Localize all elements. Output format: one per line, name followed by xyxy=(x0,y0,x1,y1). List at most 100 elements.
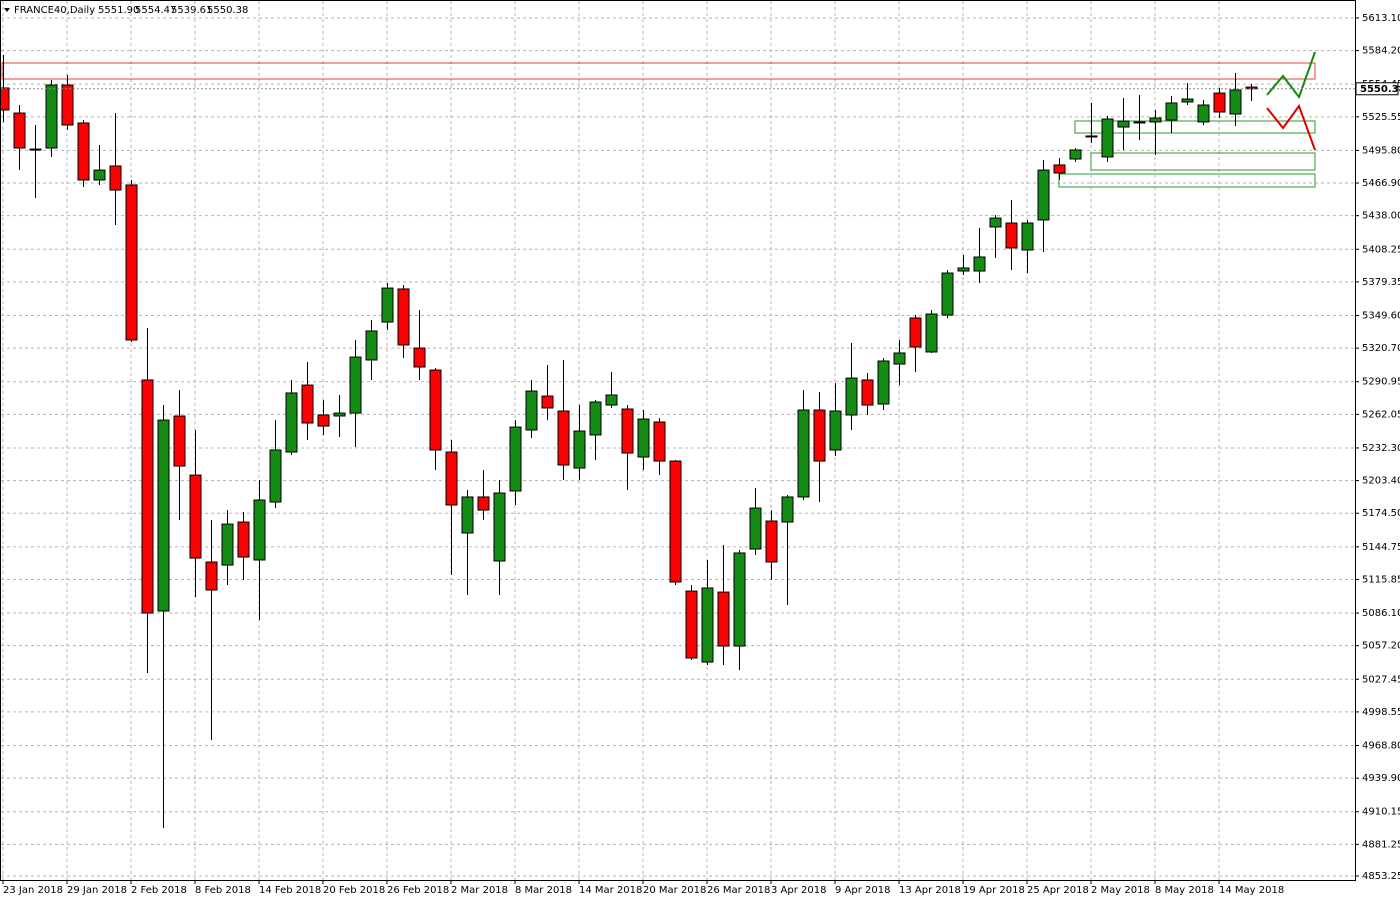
x-tick-label: 26 Mar 2018 xyxy=(707,885,770,896)
y-tick-label: 5613.10 xyxy=(1362,13,1400,24)
candle-body xyxy=(989,217,1002,228)
candle-body xyxy=(1117,120,1130,128)
x-tick-label: 9 Apr 2018 xyxy=(835,885,890,896)
candle-body xyxy=(349,356,362,414)
candle-body xyxy=(509,426,522,492)
candle-body xyxy=(685,590,698,659)
candle-body xyxy=(765,520,778,563)
support-zone xyxy=(1074,120,1316,134)
candle-body xyxy=(477,496,490,511)
plot-area xyxy=(1,51,1355,829)
x-tick-label: 8 May 2018 xyxy=(1155,885,1214,896)
candle-body xyxy=(205,561,218,591)
plot-border xyxy=(0,0,1356,881)
candle-body xyxy=(621,408,634,454)
candle-body xyxy=(829,410,842,451)
y-tick-label: 5232.30 xyxy=(1362,443,1400,454)
y-tick-label: 4998.55 xyxy=(1362,707,1400,718)
candle-body xyxy=(237,521,250,558)
x-tick-label: 8 Feb 2018 xyxy=(195,885,251,896)
candle-body xyxy=(221,523,234,566)
candle-body xyxy=(877,360,890,405)
candle-body xyxy=(45,84,58,149)
y-tick-label: 5086.10 xyxy=(1362,608,1400,619)
candle-body xyxy=(29,148,42,151)
candle-body xyxy=(1,87,10,111)
candle-body xyxy=(189,474,202,559)
x-tick-label: 2 May 2018 xyxy=(1091,885,1150,896)
x-tick-label: 26 Feb 2018 xyxy=(387,885,449,896)
x-tick-label: 14 May 2018 xyxy=(1219,885,1284,896)
candle-body xyxy=(1245,86,1258,90)
header-high: 5554.47 xyxy=(135,5,176,16)
bearish-projection xyxy=(1266,103,1316,151)
candle-body xyxy=(1085,135,1098,138)
candle-body xyxy=(797,409,810,498)
y-tick-label: 5203.40 xyxy=(1362,476,1400,487)
candle-body xyxy=(1005,222,1018,249)
x-tick-label: 8 Mar 2018 xyxy=(515,885,572,896)
symbol-title: FRANCE40,Daily xyxy=(14,5,95,16)
candle-body xyxy=(1069,149,1082,160)
y-tick-label: 5115.85 xyxy=(1362,574,1400,585)
candle-body xyxy=(909,317,922,348)
y-tick-label: 5408.25 xyxy=(1362,244,1400,255)
y-tick-label: 5438.00 xyxy=(1362,211,1400,222)
y-tick-label: 5466.90 xyxy=(1362,178,1400,189)
candle-body xyxy=(749,507,762,550)
y-tick-label: 4939.90 xyxy=(1362,773,1400,784)
candle-body xyxy=(61,84,74,126)
candle-body xyxy=(93,169,106,181)
y-tick-label: 4910.15 xyxy=(1362,807,1400,818)
candle-body xyxy=(461,496,474,534)
y-tick-label: 5057.20 xyxy=(1362,641,1400,652)
x-tick-label: 14 Feb 2018 xyxy=(259,885,321,896)
candle-body xyxy=(973,256,986,272)
x-tick-label: 13 Apr 2018 xyxy=(899,885,961,896)
support-zone xyxy=(1090,152,1316,171)
candle-body xyxy=(845,377,858,416)
candle-body xyxy=(397,288,410,346)
candle-body xyxy=(1229,89,1242,115)
candle-body xyxy=(365,330,378,361)
candle-body xyxy=(77,122,90,181)
y-tick-label: 5379.35 xyxy=(1362,277,1400,288)
price-tag-label: 5550.38 xyxy=(1360,84,1400,95)
candle-body xyxy=(813,409,826,462)
candle-body xyxy=(125,184,138,341)
header: FRANCE40,Daily 5551.90 5554.47 5539.61 5… xyxy=(4,5,248,16)
y-tick-label: 5495.80 xyxy=(1362,145,1400,156)
candle-body xyxy=(1133,121,1146,124)
candle-body xyxy=(1197,104,1210,123)
y-tick-label: 5584.20 xyxy=(1362,46,1400,57)
candle-body xyxy=(669,460,682,583)
price-tag xyxy=(1355,82,1399,96)
candle-body xyxy=(301,384,314,424)
candle-body xyxy=(589,401,602,436)
bullish-projection xyxy=(1266,51,1316,100)
candle-body xyxy=(173,415,186,467)
candle-body xyxy=(1181,98,1194,103)
candle-body xyxy=(941,272,954,316)
header-low: 5539.61 xyxy=(171,5,212,16)
y-tick-label: 5027.45 xyxy=(1362,674,1400,685)
x-tick-label: 2 Feb 2018 xyxy=(131,885,187,896)
candle-body xyxy=(1053,164,1066,174)
x-tick-label: 25 Apr 2018 xyxy=(1027,885,1089,896)
candle-body xyxy=(605,394,618,406)
candle-body xyxy=(557,410,570,466)
y-tick-label: 5144.75 xyxy=(1362,542,1400,553)
x-tick-label: 3 Apr 2018 xyxy=(771,885,826,896)
candle-body xyxy=(445,451,458,506)
candle-body xyxy=(573,430,586,469)
candle-body xyxy=(893,352,906,365)
y-tick-label: 5262.05 xyxy=(1362,409,1400,420)
candle-body xyxy=(781,496,794,523)
y-tick-label: 5320.70 xyxy=(1362,343,1400,354)
candle-body xyxy=(1037,169,1050,221)
candle-body xyxy=(861,379,874,406)
header-close: 5550.38 xyxy=(207,5,248,16)
candle-body xyxy=(381,287,394,323)
